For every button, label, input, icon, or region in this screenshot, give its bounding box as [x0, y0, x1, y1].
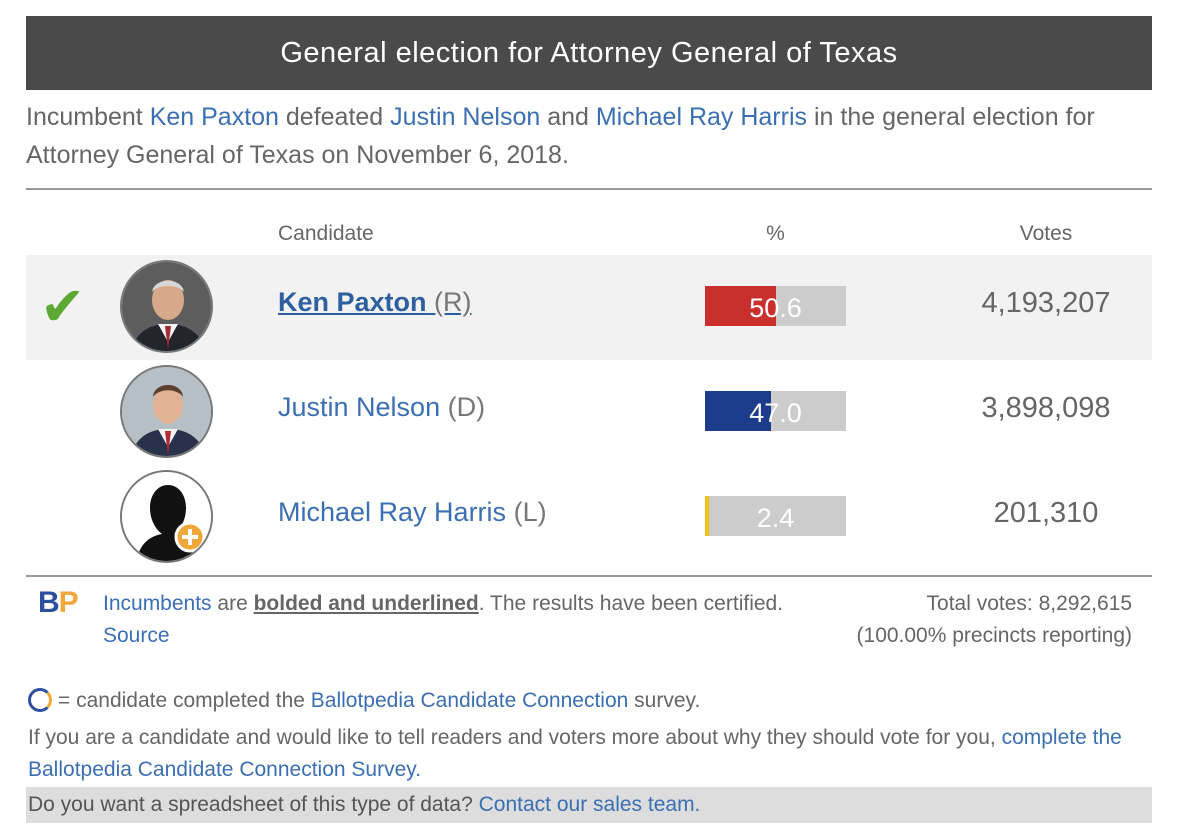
silhouette-icon — [122, 472, 211, 561]
table-row: Michael Ray Harris (L) 2.4 201,310 — [26, 465, 1152, 570]
vote-count: 201,310 — [993, 497, 1099, 529]
candidate-survey-note: If you are a candidate and would like to… — [28, 726, 1122, 781]
percent-value: 47.0 — [749, 398, 802, 428]
percent-bar: 50.6 — [705, 286, 846, 326]
percent-bar-fill — [705, 496, 709, 536]
incumbents-link[interactable]: Incumbents — [103, 592, 212, 615]
source-link[interactable]: Source — [103, 624, 170, 647]
candidate-name-justin-nelson[interactable]: Justin Nelson (D) — [278, 392, 486, 422]
page-title: General election for Attorney General of… — [26, 16, 1152, 90]
candidate-survey-link[interactable]: complete the Ballotpedia Candidate Conne… — [28, 726, 1122, 781]
vote-count: 3,898,098 — [981, 392, 1111, 424]
candidate-connection-link[interactable]: Ballotpedia Candidate Connection — [310, 689, 629, 712]
table-row: Justin Nelson (D) 47.0 3,898,098 — [26, 360, 1152, 465]
candidate-connection-note: = candidate completed the Ballotpedia Ca… — [28, 686, 700, 716]
contact-sales-link[interactable]: Contact our sales team. — [478, 793, 701, 816]
link-michael-ray-harris[interactable]: Michael Ray Harris — [595, 103, 808, 131]
winner-check-icon: ✔ — [40, 277, 86, 337]
percent-bar: 47.0 — [705, 391, 846, 431]
candidate-photo-icon — [122, 367, 211, 456]
ballotpedia-logo: BP — [38, 586, 79, 619]
table-row: ✔ Ken Paxton (R) 50.6 4,193,207 — [26, 255, 1152, 360]
divider — [26, 575, 1152, 577]
total-votes: Total votes: 8,292,615 (100.00% precincts… — [856, 592, 1132, 647]
results-summary: Incumbent Ken Paxton defeated Justin Nel… — [26, 103, 1095, 169]
link-justin-nelson[interactable]: Justin Nelson — [390, 103, 541, 131]
column-header-percent: % — [766, 222, 785, 245]
percent-bar-fill — [705, 286, 777, 326]
vote-count: 4,193,207 — [981, 287, 1111, 319]
sales-banner: Do you want a spreadsheet of this type o… — [26, 787, 1152, 823]
incumbent-note: Incumbents are bolded and underlined. Th… — [103, 592, 784, 647]
percent-bar: 2.4 — [705, 496, 846, 536]
avatar — [120, 470, 213, 563]
column-header-candidate: Candidate — [278, 222, 374, 245]
divider — [26, 188, 1152, 190]
avatar — [120, 365, 213, 458]
percent-value: 50.6 — [749, 293, 802, 323]
candidate-connection-icon — [28, 688, 52, 712]
percent-bar-fill — [705, 391, 772, 431]
avatar — [120, 260, 213, 353]
column-header-votes: Votes — [1019, 222, 1073, 245]
link-ken-paxton[interactable]: Ken Paxton — [149, 103, 279, 131]
percent-value: 2.4 — [756, 503, 795, 533]
candidate-name-michael-ray-harris[interactable]: Michael Ray Harris (L) — [278, 497, 547, 527]
candidate-photo-icon — [122, 262, 211, 351]
candidate-name-ken-paxton[interactable]: Ken Paxton (R) — [278, 287, 472, 317]
